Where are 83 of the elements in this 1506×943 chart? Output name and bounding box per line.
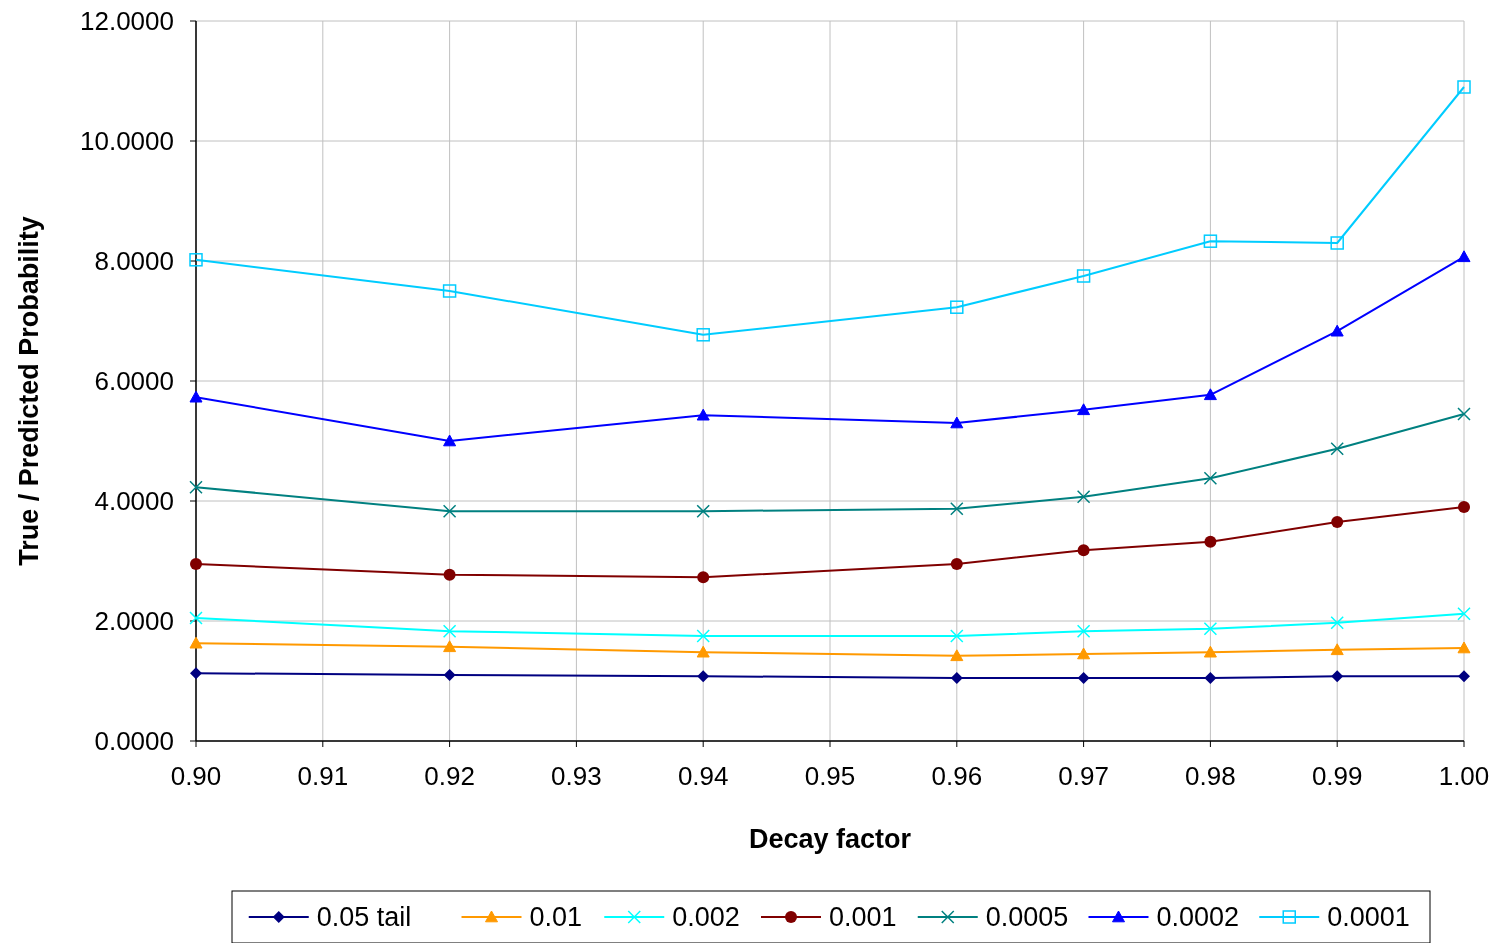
point (1077, 544, 1090, 557)
point (189, 253, 203, 267)
point (697, 571, 710, 584)
point (1330, 324, 1344, 337)
point (443, 669, 456, 681)
point (1330, 643, 1344, 656)
legend-label: 0.01 (529, 902, 583, 932)
point (950, 672, 963, 684)
point (1331, 516, 1344, 528)
x-tick-label: 0.98 (1185, 761, 1236, 791)
legend-label: 0.002 (672, 902, 740, 932)
point (1330, 442, 1344, 456)
x-tick-label: 0.90 (170, 761, 222, 791)
y-tick-label: 6.0000 (94, 366, 174, 396)
point (1076, 624, 1091, 638)
point (443, 640, 457, 653)
point (950, 502, 964, 516)
point (1330, 236, 1344, 250)
point (190, 558, 202, 570)
point (1330, 616, 1344, 630)
point (696, 328, 710, 342)
point (1204, 672, 1217, 684)
point (1076, 490, 1091, 504)
point (190, 667, 202, 680)
point (1203, 622, 1218, 636)
point (1458, 501, 1470, 513)
x-tick-label: 0.92 (424, 761, 475, 791)
point (442, 284, 457, 298)
point (1203, 471, 1218, 485)
point (696, 504, 710, 518)
point (697, 670, 710, 683)
point (1203, 388, 1217, 401)
point (1457, 607, 1471, 621)
point (189, 636, 203, 649)
point (950, 629, 964, 643)
x-tick-label: 0.97 (1058, 761, 1109, 791)
x-tick-label: 0.91 (297, 761, 349, 791)
legend-label: 0.0005 (985, 902, 1069, 932)
x-tick-label: 0.95 (804, 761, 856, 791)
point (950, 558, 963, 570)
y-tick-label: 12.0000 (80, 6, 174, 36)
x-tick-label: 0.99 (1311, 761, 1363, 791)
y-axis-title: True / Predicted Probability (14, 216, 44, 566)
x-axis-title: Decay factor (748, 824, 912, 854)
point (189, 480, 203, 494)
point (442, 624, 457, 638)
y-tick-label: 4.0000 (94, 486, 174, 516)
y-tick-label: 2.0000 (94, 606, 174, 636)
point (1203, 645, 1217, 658)
point (696, 408, 710, 421)
y-tick-label: 0.0000 (94, 726, 174, 756)
point (442, 504, 457, 518)
point (189, 390, 203, 403)
point (696, 629, 710, 643)
point (189, 611, 203, 625)
point (950, 416, 964, 429)
point (1457, 250, 1471, 263)
legend-label: 0.001 (829, 902, 897, 932)
y-tick-label: 8.0000 (94, 246, 174, 276)
point (443, 434, 457, 447)
legend-label: 0.0001 (1327, 902, 1410, 932)
point (1458, 670, 1470, 683)
point (1076, 269, 1091, 283)
point (1457, 80, 1471, 94)
point (696, 645, 710, 658)
point (1203, 234, 1218, 248)
point (1457, 407, 1471, 421)
point (1077, 403, 1091, 416)
point (1077, 647, 1091, 660)
legend-label: 0.05 tail (316, 902, 412, 932)
x-tick-label: 1.00 (1438, 761, 1490, 791)
x-tick-label: 0.94 (677, 761, 729, 791)
point (1204, 535, 1217, 548)
legend-label: 0.0002 (1156, 902, 1240, 932)
x-tick-label: 0.96 (931, 761, 983, 791)
point (443, 568, 456, 581)
y-tick-label: 10.0000 (80, 126, 174, 156)
point (950, 300, 964, 314)
point (1077, 672, 1090, 684)
point (1331, 670, 1344, 683)
point (1457, 641, 1471, 654)
point (950, 649, 964, 662)
x-tick-label: 0.93 (551, 761, 602, 791)
